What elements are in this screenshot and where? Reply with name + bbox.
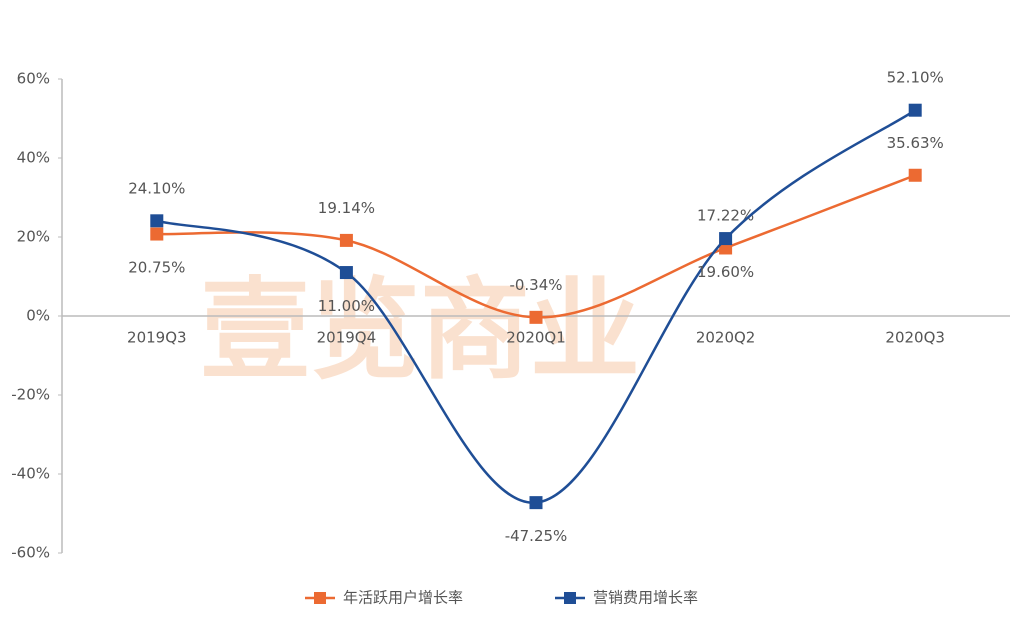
x-tick-label: 2020Q3 (885, 329, 945, 347)
x-tick-label: 2020Q1 (506, 329, 566, 347)
data-label: 17.22% (697, 206, 754, 224)
y-tick-label: 0% (26, 307, 50, 325)
point-marker (150, 227, 164, 241)
y-tick-label: 20% (17, 228, 50, 246)
point-marker (529, 310, 543, 324)
x-tick-label: 2019Q3 (127, 329, 187, 347)
data-label: 19.14% (318, 199, 375, 217)
data-label: 20.75% (128, 259, 185, 277)
legend-label: 年活跃用户增长率 (343, 589, 463, 607)
data-label: 52.10% (887, 69, 944, 87)
legend-marker (564, 592, 576, 604)
x-tick-label: 2019Q4 (317, 329, 377, 347)
x-tick-label: 2020Q2 (696, 329, 756, 347)
data-label: 24.10% (128, 179, 185, 197)
watermark: 壹览商业 (200, 266, 640, 394)
point-marker (908, 168, 922, 182)
y-tick-label: -20% (11, 386, 50, 404)
y-tick-label: 60% (17, 70, 50, 88)
point-marker (339, 266, 353, 280)
point-marker (908, 103, 922, 117)
point-marker (150, 214, 164, 228)
data-label: 19.60% (697, 263, 754, 281)
data-label: 11.00% (318, 297, 375, 315)
data-label: -47.25% (505, 527, 568, 545)
legend-marker (314, 592, 326, 604)
data-label: 35.63% (887, 134, 944, 152)
y-tick-label: -40% (11, 465, 50, 483)
y-tick-label: 40% (17, 149, 50, 167)
point-marker (529, 496, 543, 510)
point-marker (339, 233, 353, 247)
data-label: -0.34% (509, 276, 562, 294)
point-marker (719, 232, 733, 246)
legend-label: 营销费用增长率 (593, 589, 698, 607)
y-tick-label: -60% (11, 544, 50, 562)
